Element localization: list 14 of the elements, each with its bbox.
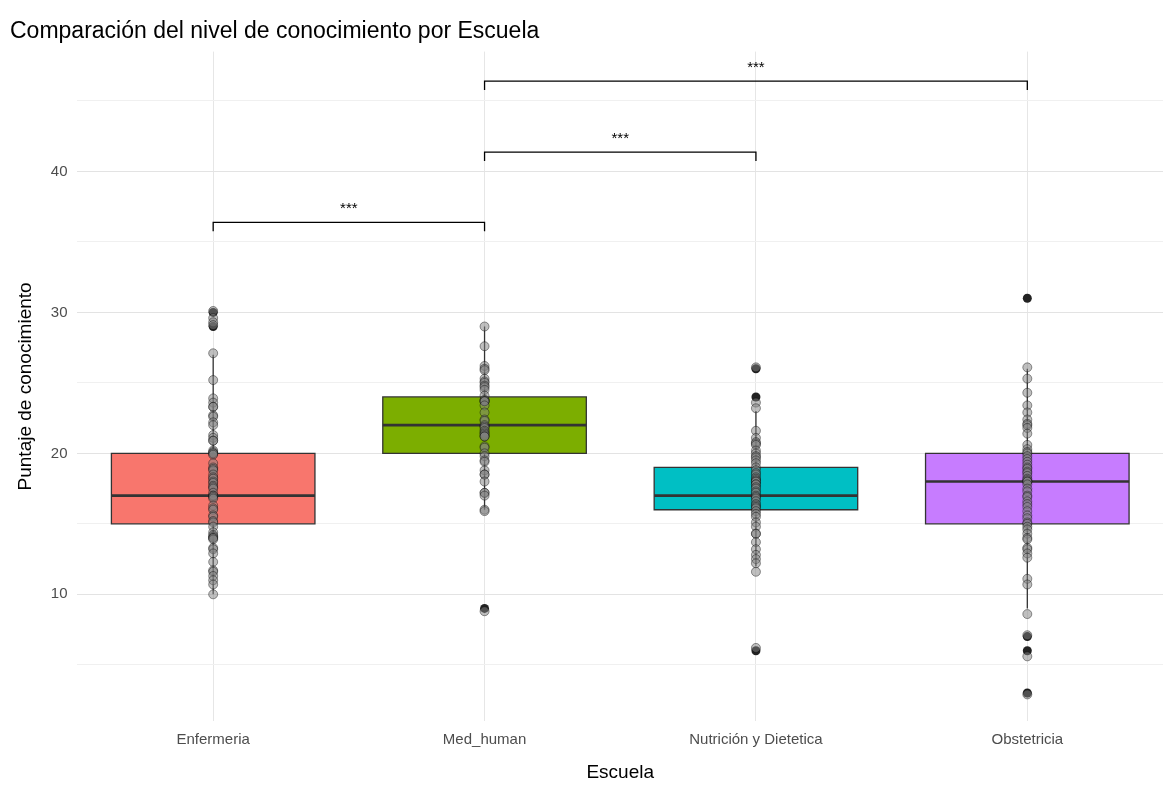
y-axis-title: Puntaje de conocimiento [13, 282, 35, 491]
x-tick-label: Med_human [442, 730, 527, 748]
annotation: *** [340, 198, 358, 216]
x-tick-label: Enfermeria [176, 730, 251, 748]
y-tick-label: 40 [50, 161, 68, 179]
y-tick-label: 20 [50, 443, 68, 461]
x-tick-label: Obstetricia [991, 730, 1064, 748]
chart-title: Comparación del nivel de conocimiento por Escuela [10, 17, 540, 44]
y-tick-label: 30 [50, 302, 68, 320]
annotation: *** [611, 128, 630, 146]
x-axis-title: Escuela [586, 760, 655, 782]
y-tick-label: 10 [50, 584, 68, 602]
x-tick-label: Nutrición y Dietetica [689, 730, 824, 748]
annotation: *** [747, 57, 765, 75]
